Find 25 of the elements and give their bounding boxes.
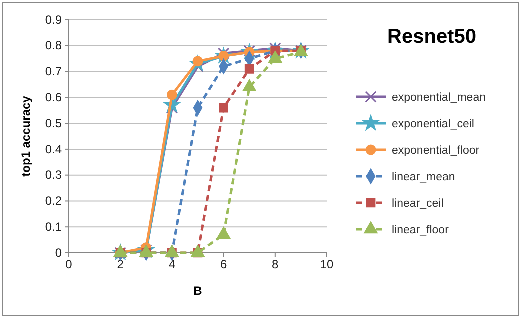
y-tick-label: 0.7 — [45, 64, 62, 79]
y-tick-label: 0.5 — [45, 116, 62, 130]
y-axis-title: top1 accuracy — [19, 96, 33, 177]
x-axis-title: B — [194, 284, 203, 298]
x-tick-label: 8 — [272, 258, 280, 272]
legend-label: linear_ceil — [392, 198, 444, 210]
y-tick-label: 0.3 — [45, 168, 62, 182]
y-tick-label: 0.6 — [45, 90, 62, 105]
x-tick-label: 0 — [66, 258, 73, 272]
y-tick-label: 0.1 — [45, 220, 62, 234]
legend-label: linear_floor — [392, 224, 450, 236]
y-tick-label: 0.9 — [45, 12, 62, 27]
text: Resnet50 — [388, 26, 476, 48]
x-tick-label: 10 — [320, 258, 334, 272]
x-tick-label: 4 — [168, 258, 176, 272]
y-tick-label: 0.2 — [45, 194, 62, 208]
y-tick-label: 0 — [55, 246, 62, 260]
y-tick-label: 0.8 — [45, 38, 62, 53]
legend-label: exponential_ceil — [392, 118, 474, 130]
y-tick-label: 0.4 — [45, 142, 62, 156]
legend-label: linear_mean — [392, 172, 456, 184]
legend-label: exponential_floor — [392, 145, 480, 157]
x-tick-label: 2 — [117, 258, 124, 272]
x-tick-label: 6 — [220, 258, 228, 272]
legend-label: exponential_mean — [392, 92, 486, 104]
